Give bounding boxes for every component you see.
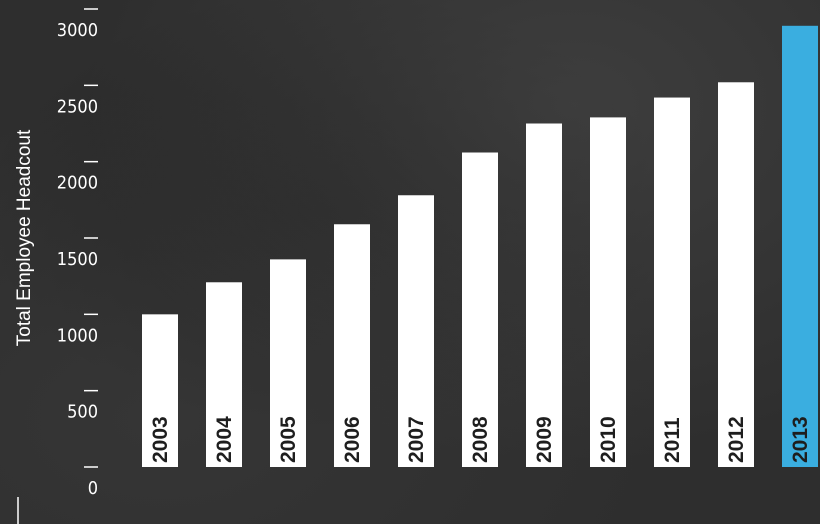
y-tick-label: 0 [88,478,98,499]
bar-category-label: 2009 [533,416,556,463]
bar-2011 [654,97,690,468]
bar-2005 [270,259,306,467]
y-tick-label: 2000 [57,173,98,194]
bar-category-label: 2004 [213,416,236,463]
bar-2008 [462,152,498,468]
y-axis: 0 500 1000 1500 2000 2500 3000 [17,8,98,524]
bar-category-label: 2003 [149,416,172,463]
bar-2009 [526,123,562,467]
bars: 2003 2004 2005 2006 2007 2008 2009 2010 2011 2012… [142,25,818,468]
y-tick-label: 3000 [57,20,98,41]
y-tick-label: 500 [67,402,98,423]
bar-category-label: 2005 [277,416,300,463]
bar-2010 [590,117,626,467]
bar-category-label: 2012 [725,416,748,463]
y-tick-label: 1000 [57,325,98,346]
bar-category-label: 2006 [341,416,364,463]
bar-2007 [398,195,434,467]
bar-category-label: 2011 [661,417,684,463]
y-tick-label: 1500 [57,249,98,270]
y-tick-label: 2500 [57,96,98,117]
bar-category-label: 2013 [789,416,812,463]
bar-2004 [206,282,242,467]
bar-2006 [334,224,370,467]
bar-category-label: 2007 [405,416,428,463]
bar-2003 [142,314,178,467]
y-axis-label: Total Employee Headcout [14,129,35,346]
bar-2012 [718,82,754,467]
bar-2013 [782,25,818,467]
bar-category-label: 2010 [597,416,620,463]
bar-category-label: 2008 [469,416,492,463]
